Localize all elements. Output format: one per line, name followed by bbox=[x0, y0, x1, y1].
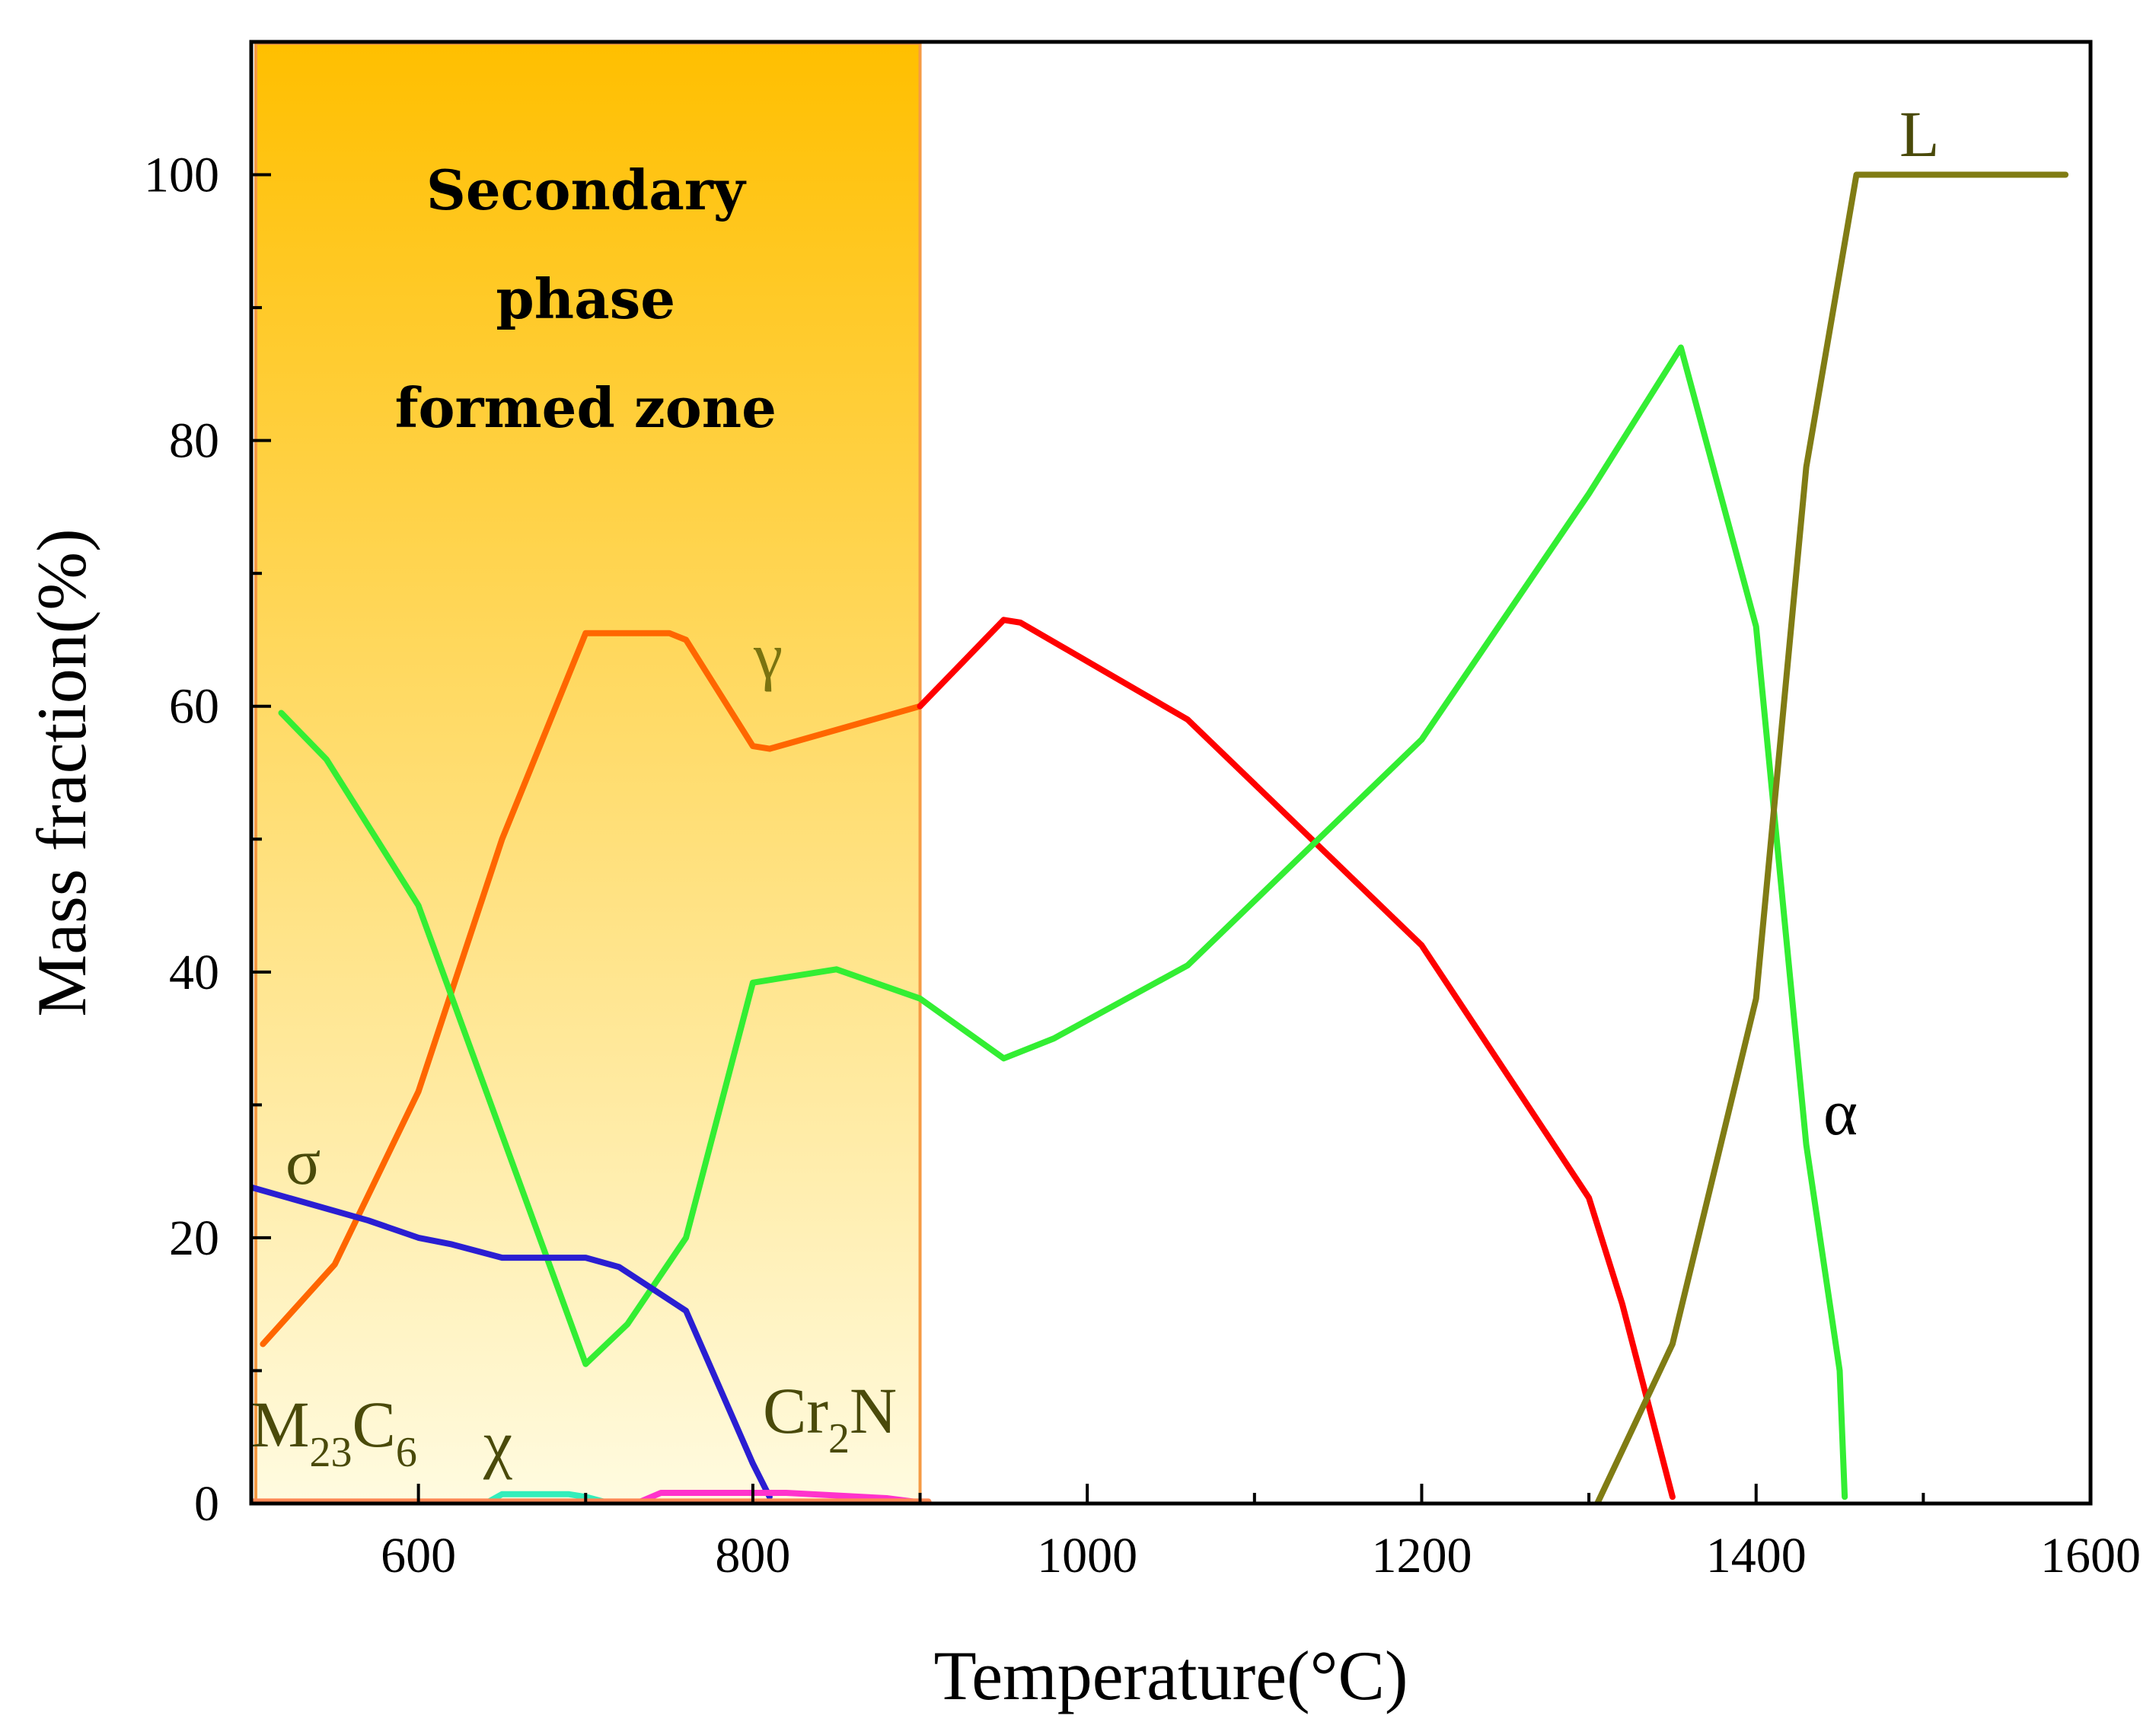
y-tick-label: 0 bbox=[194, 1476, 219, 1532]
y-axis-title: Mass fraction(%) bbox=[23, 528, 100, 1016]
sigma-label: σ bbox=[285, 1125, 321, 1198]
gamma-label: γ bbox=[753, 619, 783, 692]
x-axis-title: Temperature(°C) bbox=[934, 1637, 1408, 1714]
series-line-0 bbox=[260, 630, 923, 1347]
series-line-3 bbox=[1594, 171, 2069, 1504]
series-layer bbox=[251, 171, 2069, 1504]
chi-label: χ bbox=[483, 1407, 512, 1480]
x-tick-label: 1400 bbox=[1706, 1528, 1807, 1583]
cr2n-sub-2: 2 bbox=[828, 1415, 850, 1462]
x-tick-label: 1000 bbox=[1037, 1528, 1137, 1583]
x-tick-label: 800 bbox=[715, 1528, 790, 1583]
x-tick-label: 1200 bbox=[1371, 1528, 1472, 1583]
liquid-label: L bbox=[1899, 97, 1940, 171]
m23c6-base: M bbox=[251, 1388, 309, 1461]
plot-frame bbox=[249, 40, 2093, 1506]
y-tick-label: 20 bbox=[169, 1210, 219, 1266]
alpha-label: α bbox=[1823, 1076, 1858, 1149]
x-tick-label: 600 bbox=[381, 1528, 456, 1583]
y-tick-label: 60 bbox=[169, 679, 219, 735]
m23c6-sub-23: 23 bbox=[309, 1429, 352, 1476]
zone-label-line-3: formed zone bbox=[395, 375, 777, 440]
cr2n-label: Cr2N bbox=[763, 1374, 897, 1462]
y-tick-label: 40 bbox=[169, 945, 219, 1000]
y-tick-label: 100 bbox=[144, 148, 219, 203]
cr2n-base: Cr bbox=[763, 1374, 828, 1447]
x-tick-label: 1600 bbox=[2040, 1528, 2141, 1583]
m23c6-mid: C bbox=[352, 1388, 395, 1461]
series-line-4 bbox=[251, 1184, 773, 1500]
series-line-2 bbox=[278, 344, 1848, 1500]
m23c6-label: M23C6 bbox=[251, 1388, 417, 1476]
zone-label-line-1: Secondary bbox=[426, 158, 747, 222]
y-tick-label: 80 bbox=[169, 413, 219, 469]
m23c6-sub-6: 6 bbox=[396, 1429, 417, 1476]
zone-label-line-2: phase bbox=[496, 266, 675, 331]
tick-layer: 600 800 1000 1200 1400 1600 0 20 40 60 80 100 bbox=[144, 40, 2141, 1583]
cr2n-end: N bbox=[850, 1374, 897, 1447]
secondary-phase-zone bbox=[254, 42, 922, 1505]
series-line-1 bbox=[917, 617, 1676, 1500]
